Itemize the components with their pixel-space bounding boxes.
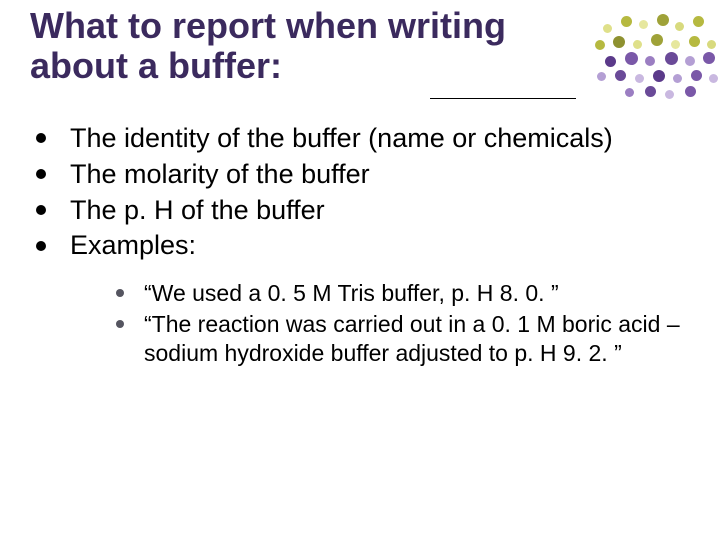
decor-dot [665, 90, 674, 99]
decor-dot [625, 52, 638, 65]
decor-dot [603, 24, 612, 33]
decor-dot [625, 88, 634, 97]
decor-dot [635, 74, 644, 83]
slide-body: The identity of the buffer (name or chem… [30, 122, 690, 369]
bullet-icon [116, 289, 124, 297]
decor-dot [645, 56, 655, 66]
decor-dot [703, 52, 715, 64]
bullet-icon [116, 320, 124, 328]
sub-list-item-text: “We used a 0. 5 M Tris buffer, p. H 8. 0… [144, 280, 559, 306]
decorative-dots [581, 10, 720, 100]
sub-list-item: “The reaction was carried out in a 0. 1 … [110, 310, 690, 368]
decor-dot [707, 40, 716, 49]
decor-dot [613, 36, 625, 48]
decor-dot [685, 86, 696, 97]
decor-dot [605, 56, 616, 67]
list-item: The identity of the buffer (name or chem… [30, 122, 690, 156]
list-item: The molarity of the buffer [30, 158, 690, 192]
decor-dot [645, 86, 656, 97]
decor-dot [633, 40, 642, 49]
list-item: Examples: “We used a 0. 5 M Tris buffer, … [30, 229, 690, 367]
decor-dot [615, 70, 626, 81]
bullet-icon [36, 205, 46, 215]
decor-dot [595, 40, 605, 50]
decor-dot [621, 16, 632, 27]
bullet-icon [36, 241, 46, 251]
decor-dot [675, 22, 684, 31]
decor-dot [689, 36, 700, 47]
decor-dot [691, 70, 702, 81]
sub-bullet-list: “We used a 0. 5 M Tris buffer, p. H 8. 0… [70, 279, 690, 367]
bullet-list: The identity of the buffer (name or chem… [30, 122, 690, 367]
decor-dot [673, 74, 682, 83]
sub-list-item: “We used a 0. 5 M Tris buffer, p. H 8. 0… [110, 279, 690, 308]
list-item-text: Examples: [70, 230, 196, 260]
sub-list-item-text: “The reaction was carried out in a 0. 1 … [144, 311, 680, 366]
decor-dot [639, 20, 648, 29]
bullet-icon [36, 169, 46, 179]
decor-dot [671, 40, 680, 49]
list-item-text: The molarity of the buffer [70, 159, 370, 189]
slide: What to report when writing about a buff… [0, 0, 720, 540]
list-item: The p. H of the buffer [30, 194, 690, 228]
decor-dot [709, 74, 718, 83]
decor-dot [651, 34, 663, 46]
decor-dot [653, 70, 665, 82]
slide-title: What to report when writing about a buff… [30, 6, 590, 87]
list-item-text: The p. H of the buffer [70, 195, 325, 225]
list-item-text: The identity of the buffer (name or chem… [70, 123, 613, 153]
decor-dot [693, 16, 704, 27]
decor-dot [685, 56, 695, 66]
bullet-icon [36, 133, 46, 143]
decor-dot [657, 14, 669, 26]
title-underline [430, 98, 576, 99]
decor-dot [597, 72, 606, 81]
decor-dot [665, 52, 678, 65]
